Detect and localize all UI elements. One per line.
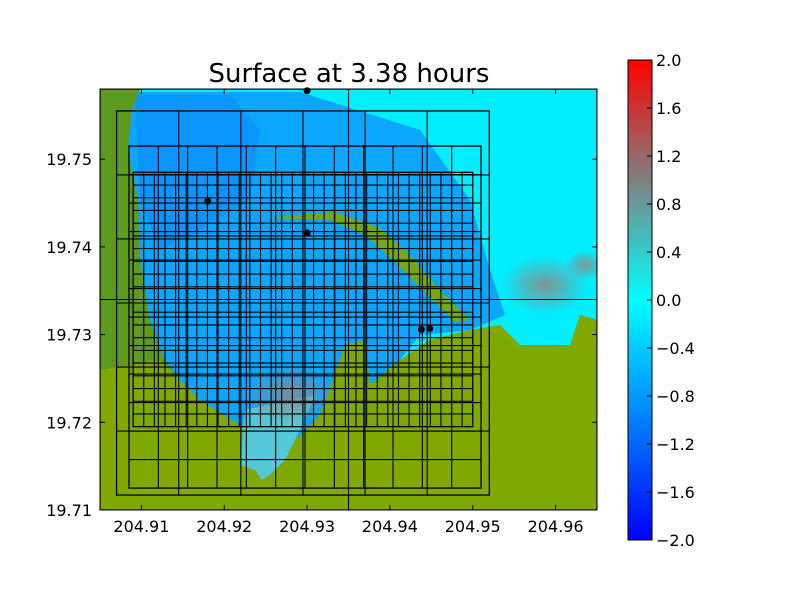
y-tick-label: 19.73 <box>46 326 92 345</box>
gray-anomaly-east-2 <box>565 250 597 280</box>
plot-frame <box>99 88 598 511</box>
y-tick-label: 19.72 <box>46 413 92 432</box>
y-tick-label: 19.74 <box>46 238 92 257</box>
colorbar-tick-label: −1.6 <box>656 483 695 502</box>
gauge-point <box>426 324 434 332</box>
colorbar-tick-label: −1.2 <box>656 435 695 454</box>
y-tick-label: 19.75 <box>46 150 92 169</box>
x-tick-label: 204.91 <box>113 517 169 536</box>
colorbar-tick-label: −0.8 <box>656 387 695 406</box>
gauge-point <box>417 325 425 333</box>
x-tick-label: 204.96 <box>528 517 584 536</box>
land-spit <box>262 212 470 322</box>
colorbar-tick-label: 0.0 <box>656 291 681 310</box>
gauge-point <box>204 197 212 205</box>
chart-title: Surface at 3.38 hours <box>209 59 490 89</box>
colorbar-tick-label: 0.8 <box>656 195 681 214</box>
colorbar-tick-label: −0.4 <box>656 339 695 358</box>
y-tick-label: 19.71 <box>46 501 92 520</box>
colorbar-tick-label: −2.0 <box>656 531 695 550</box>
colorbar: 2.0 1.6 1.2 0.8 0.4 0.0 −0.4 −0.8 −1.2 −1.6 −2.0 <box>627 51 695 550</box>
y-axis: 19.71 19.72 19.73 19.74 19.75 <box>46 150 597 520</box>
x-tick-label: 204.95 <box>445 517 501 536</box>
gauge-point <box>303 229 311 237</box>
colorbar-ticks: 2.0 1.6 1.2 0.8 0.4 0.0 −0.4 −0.8 −1.2 −1.6 −2.0 <box>647 51 695 550</box>
colorbar-tick-label: 1.6 <box>656 99 681 118</box>
colorbar-tick-label: 2.0 <box>656 51 681 70</box>
x-tick-label: 204.92 <box>196 517 252 536</box>
x-tick-label: 204.94 <box>362 517 418 536</box>
colorbar-tick-label: 0.4 <box>656 243 681 262</box>
x-axis: 204.91 204.92 204.93 204.94 204.95 204.96 <box>113 89 584 536</box>
patch-grid <box>100 89 597 510</box>
colorbar-tick-label: 1.2 <box>656 147 681 166</box>
x-tick-label: 204.93 <box>279 517 335 536</box>
gray-anomaly-south <box>245 365 335 425</box>
